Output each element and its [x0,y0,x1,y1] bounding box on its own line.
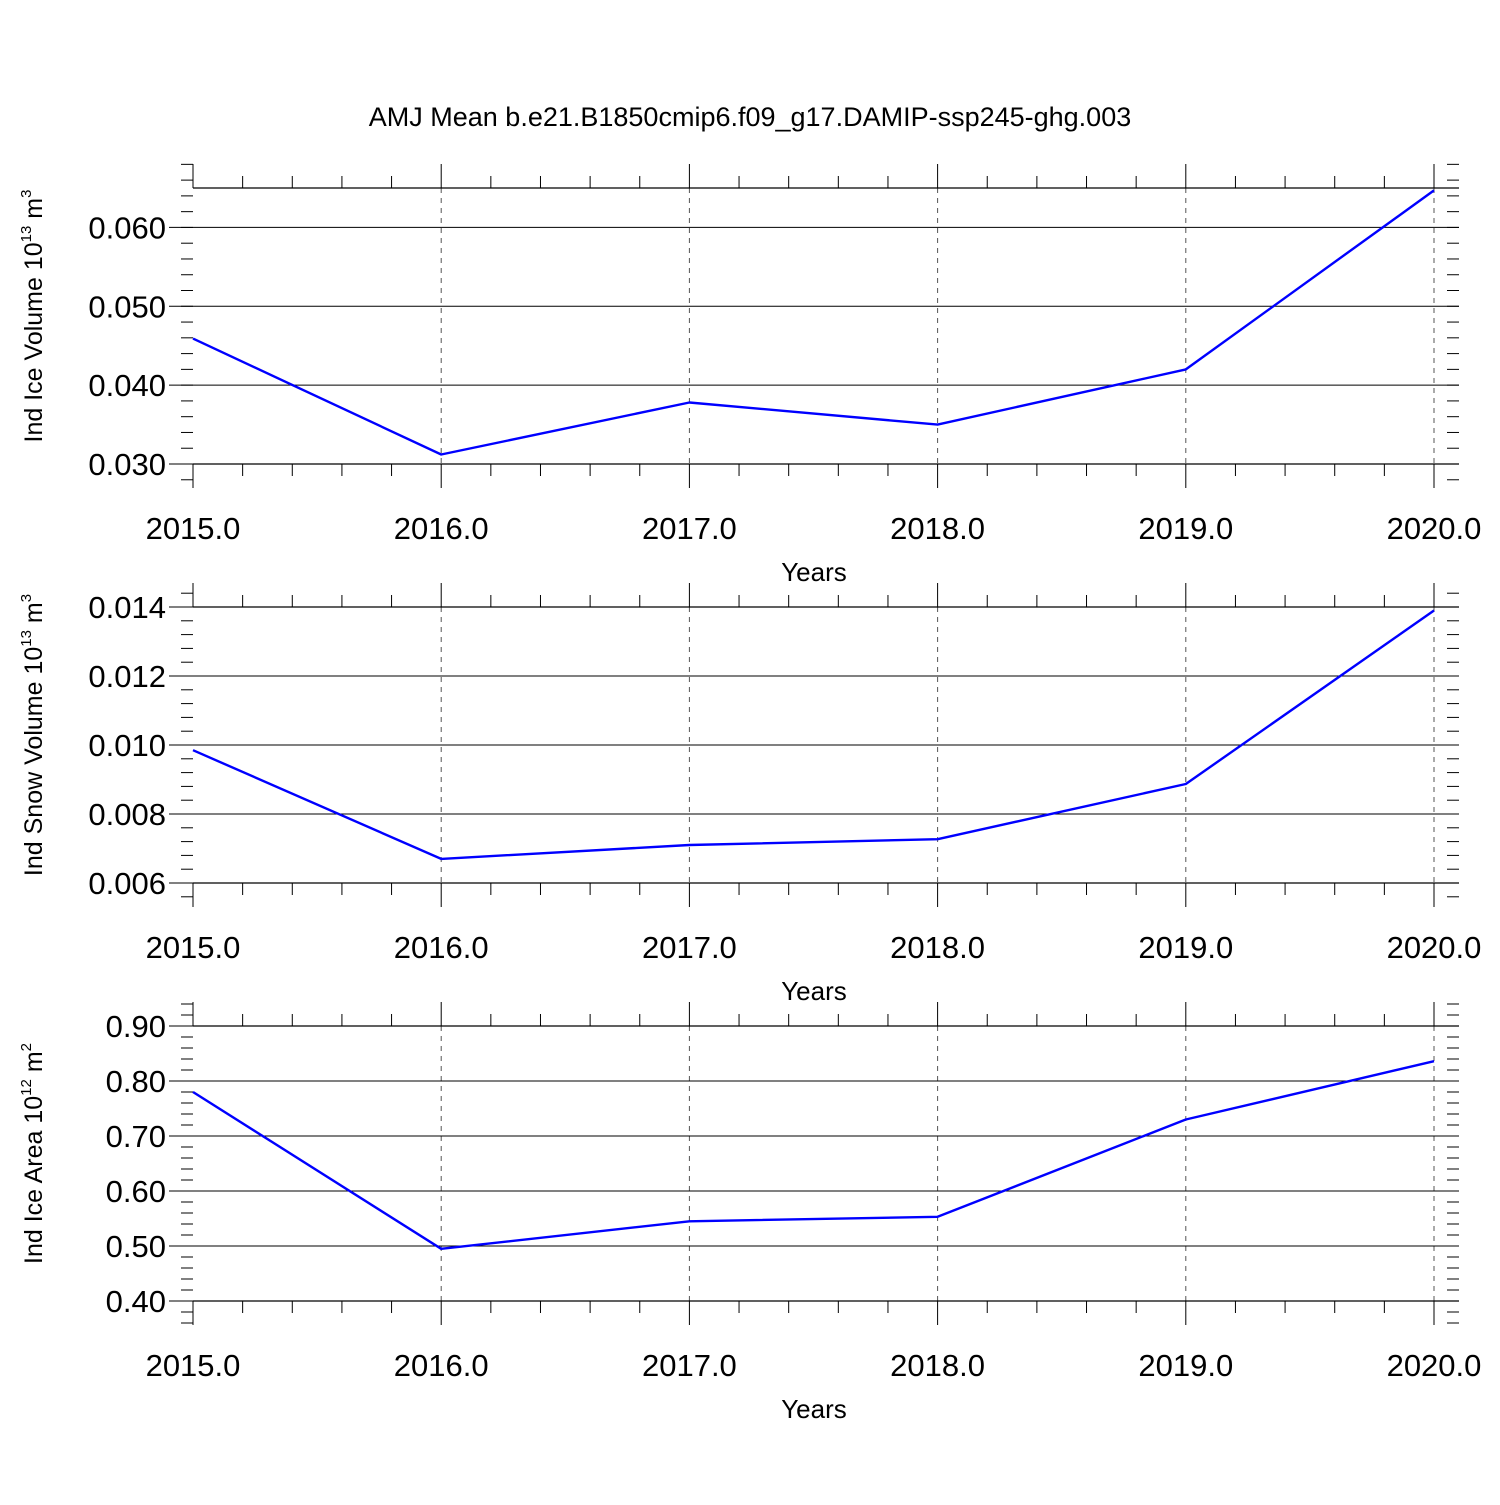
x-tick-label: 2015.0 [146,930,241,965]
x-tick-label: 2020.0 [1387,511,1482,546]
y-tick-label: 0.012 [88,659,166,694]
x-tick-label: 2019.0 [1138,930,1233,965]
figure-title: AMJ Mean b.e21.B1850cmip6.f09_g17.DAMIP-… [369,102,1131,132]
series-line-1 [193,611,1434,859]
y-tick-label: 0.040 [88,368,166,403]
x-tick-label: 2017.0 [642,930,737,965]
x-tick-label: 2019.0 [1138,1348,1233,1383]
panel-1: 2015.0 2016.0 2017.0 2018.0 2019.0 2020.0 Year… [18,164,1481,587]
x-tick-label: 2016.0 [394,511,489,546]
y-tick-label: 0.014 [88,590,166,625]
y-tick-label: 0.90 [106,1009,166,1044]
y-tick-label: 0.030 [88,447,166,482]
y-axis-label: Ind Snow Volume 1013 m3 [18,594,48,876]
x-tick-label: 2018.0 [890,930,985,965]
y-axis-label: Ind Ice Volume 1013 m3 [18,190,48,443]
y-tick-label: 0.008 [88,797,166,832]
y-tick-label: 0.80 [106,1064,166,1099]
x-tick-label: 2017.0 [642,1348,737,1383]
x-tick-label: 2020.0 [1387,1348,1482,1383]
x-tick-label: 2016.0 [394,1348,489,1383]
x-tick-label: 2017.0 [642,511,737,546]
y-tick-label: 0.70 [106,1119,166,1154]
x-tick-label: 2015.0 [146,1348,241,1383]
x-tick-label: 2018.0 [890,1348,985,1383]
y-tick-label: 0.060 [88,210,166,245]
x-tick-label: 2016.0 [394,930,489,965]
x-axis-label: Years [781,1394,847,1424]
x-tick-label: 2019.0 [1138,511,1233,546]
y-tick-label: 0.40 [106,1284,166,1319]
x-tick-label: 2018.0 [890,511,985,546]
panel-3: 2015.0 2016.0 2017.0 2018.0 2019.0 2020.0 Year… [18,1002,1481,1424]
y-tick-label: 0.006 [88,866,166,901]
chart-panels: 2015.0 2016.0 2017.0 2018.0 2019.0 2020.0 Year… [18,164,1481,1424]
x-tick-label: 2020.0 [1387,930,1482,965]
y-tick-label: 0.60 [106,1174,166,1209]
y-tick-label: 0.050 [88,289,166,324]
x-axis-label: Years [781,557,847,587]
panel-2: 2015.0 2016.0 2017.0 2018.0 2019.0 2020.0 Year… [18,583,1481,1006]
series-line-1 [193,1061,1434,1249]
x-axis-label: Years [781,976,847,1006]
x-tick-label: 2015.0 [146,511,241,546]
y-tick-label: 0.010 [88,728,166,763]
y-axis-label: Ind Ice Area 1012 m2 [18,1043,48,1264]
y-tick-label: 0.50 [106,1229,166,1264]
series-line-1 [193,190,1434,454]
